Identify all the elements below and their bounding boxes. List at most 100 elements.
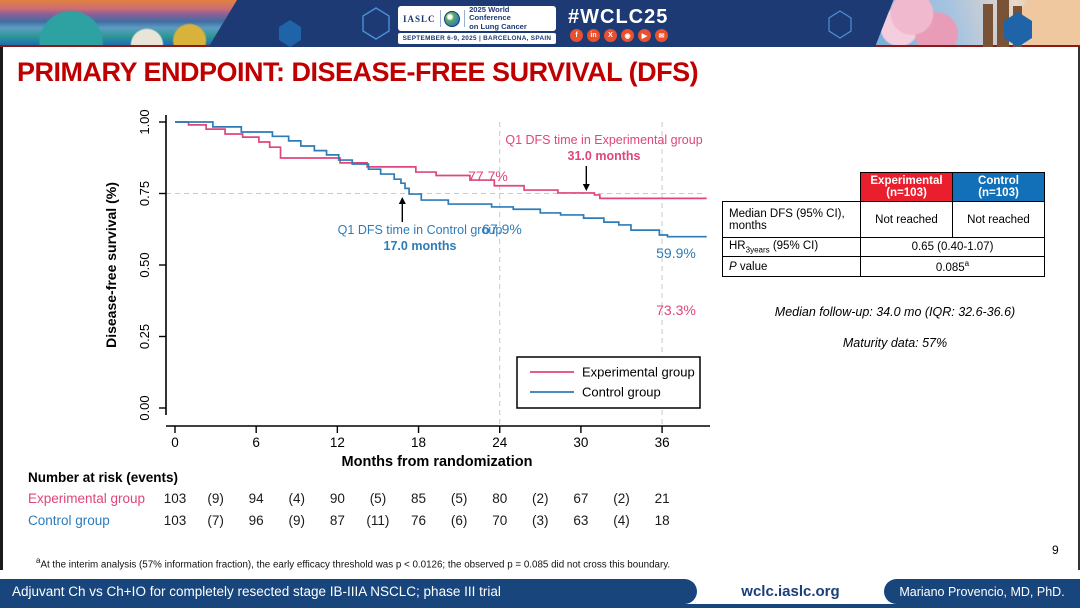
ctrl-rate-36-label: 59.9% [656, 245, 696, 261]
tower-shape [983, 4, 993, 47]
park-guell-photo [0, 0, 237, 47]
risk-events-value: (7) [207, 513, 224, 528]
facebook-icon: f [570, 29, 583, 42]
risk-events-value: (11) [366, 513, 390, 528]
km-curve-control [175, 121, 707, 238]
risk-n-value: 90 [329, 491, 345, 506]
exp-rate-36-label: 73.3% [656, 302, 696, 318]
x-tick-label: 30 [573, 435, 588, 450]
y-tick-label: 0.50 [137, 252, 152, 277]
x-tick-label: 12 [330, 435, 345, 450]
experimental-column-header: Experimental (n=103) [860, 172, 953, 202]
x-tick-label: 6 [252, 435, 260, 450]
y-axis-title: Disease-free survival (%) [103, 182, 119, 348]
y-tick-label: 1.00 [137, 109, 152, 134]
globe-icon [444, 10, 461, 27]
hexagon-outline-icon [362, 7, 390, 40]
risk-events-value: (3) [532, 513, 549, 528]
risk-row-control: Control group 103 (7) 96 (9) 87 (11) 76 (6) 70 (3)… [0, 513, 720, 531]
control-column-header: Control (n=103) [952, 172, 1045, 202]
risk-n-value: 96 [248, 513, 264, 528]
risk-events-value: (4) [613, 513, 630, 528]
p-value-label: P value [722, 256, 861, 278]
risk-row-label: Experimental group [28, 491, 146, 506]
exp-q1-label: Q1 DFS time in Experimental group [505, 133, 702, 147]
risk-n-value: 63 [573, 513, 589, 528]
conference-dates: SEPTEMBER 6-9, 2025 | BARCELONA, SPAIN [398, 33, 556, 44]
x-twitter-icon: X [604, 29, 617, 42]
risk-table-heading: Number at risk (events) [28, 470, 179, 485]
linkedin-icon: in [587, 29, 600, 42]
hexagon-outline-icon [828, 10, 852, 39]
risk-events-value: (5) [369, 491, 387, 506]
x-axis-title: Months from randomization [342, 454, 533, 470]
risk-n-value: 103 [163, 513, 187, 528]
dfs-stats-table: Experimental (n=103) Control (n=103) Med… [722, 172, 1045, 278]
footer-presenter-name: Mariano Provencio, MD, PhD. [884, 579, 1080, 604]
risk-events-value: (9) [207, 491, 224, 506]
risk-n-value: 76 [411, 513, 427, 528]
instagram-icon: ◉ [621, 29, 634, 42]
table-header-row: Experimental (n=103) Control (n=103) [723, 172, 1045, 202]
conference-name: 2025 World Conference on Lung Cancer [469, 4, 527, 31]
y-tick-label: 0.00 [137, 395, 152, 420]
km-curve-experimental [175, 121, 707, 200]
logo-divider [464, 10, 466, 27]
footer-trial-description: Adjuvant Ch vs Ch+IO for completely rese… [0, 579, 697, 604]
exp-rate-24-label: 77.7% [468, 168, 508, 184]
footnote: aAt the interim analysis (57% informatio… [36, 556, 671, 571]
hazard-ratio-row: HR3years (95% CI) 0.65 (0.40-1.07) [722, 236, 1045, 258]
maturity-text: Maturity data: 57% [842, 336, 948, 350]
ctrl-q1-months: 17.0 months [384, 239, 457, 253]
risk-n-value: 85 [411, 491, 427, 506]
median-followup-text: Median follow-up: 34.0 mo (IQR: 32.6-36.… [774, 305, 1016, 319]
x-tick-label: 24 [492, 435, 508, 450]
empty-header-cell [723, 173, 861, 202]
median-dfs-control: Not reached [952, 201, 1045, 238]
risk-events-value: (6) [450, 513, 468, 528]
ctrl-rate-24-label: 67.9% [482, 221, 522, 237]
number-at-risk-table: Number at risk (events) Experimental gro… [0, 468, 720, 538]
conference-banner: IASLC 2025 World Conference on Lung Canc… [0, 0, 1080, 47]
hexagon-filled-icon [279, 20, 301, 47]
risk-events-value: (2) [532, 491, 549, 506]
slide-left-border [0, 47, 3, 570]
exp-q1-arrowhead [582, 184, 590, 191]
risk-events-value: (2) [613, 491, 630, 506]
page-number: 9 [1052, 543, 1059, 557]
risk-n-value: 103 [163, 491, 187, 506]
social-icons-row: f in X ◉ ▶ ✉ [570, 29, 668, 42]
iaslc-wordmark: IASLC [403, 13, 436, 24]
risk-n-value: 94 [248, 491, 264, 506]
kaplan-meier-chart: 0.00 0.25 0.50 0.75 1.00 0 6 12 18 24 30 36 Months f… [0, 100, 720, 470]
hexagon-filled-icon [1004, 12, 1032, 47]
ctrl-q1-arrowhead [398, 197, 406, 204]
risk-row-experimental: Experimental group 103 (9) 94 (4) 90 (5) 85 (5) 8… [0, 491, 720, 509]
risk-events-value: (4) [288, 491, 306, 506]
youtube-icon: ▶ [638, 29, 651, 42]
iaslc-logo: IASLC 2025 World Conference on Lung Canc… [398, 4, 556, 31]
risk-n-value: 87 [329, 513, 345, 528]
risk-n-value: 80 [492, 491, 508, 506]
risk-n-value: 70 [492, 513, 508, 528]
x-tick-label: 18 [411, 435, 426, 450]
median-dfs-experimental: Not reached [860, 201, 953, 238]
ctrl-q1-label: Q1 DFS time in Control group [338, 223, 503, 237]
risk-row-label: Control group [28, 513, 110, 528]
logo-divider [439, 10, 441, 27]
median-dfs-row: Median DFS (95% CI), months Not reached … [722, 201, 1045, 238]
page-title: PRIMARY ENDPOINT: DISEASE-FREE SURVIVAL … [17, 57, 699, 87]
km-plot-svg: 0.00 0.25 0.50 0.75 1.00 0 6 12 18 24 30 36 Months f… [103, 109, 710, 470]
legend-box [516, 356, 701, 409]
footer-website-link[interactable]: wclc.iaslc.org [741, 583, 840, 600]
y-tick-label: 0.25 [137, 324, 152, 349]
risk-n-value: 18 [654, 513, 670, 528]
slide-right-border [1078, 47, 1080, 570]
chat-icon: ✉ [655, 29, 668, 42]
sagrada-familia-photo [875, 0, 1080, 47]
legend-label: Experimental group [582, 365, 695, 380]
median-dfs-label: Median DFS (95% CI), months [722, 201, 861, 238]
footer-bottom-strip [0, 604, 1080, 608]
y-tick-label: 0.75 [137, 181, 152, 206]
